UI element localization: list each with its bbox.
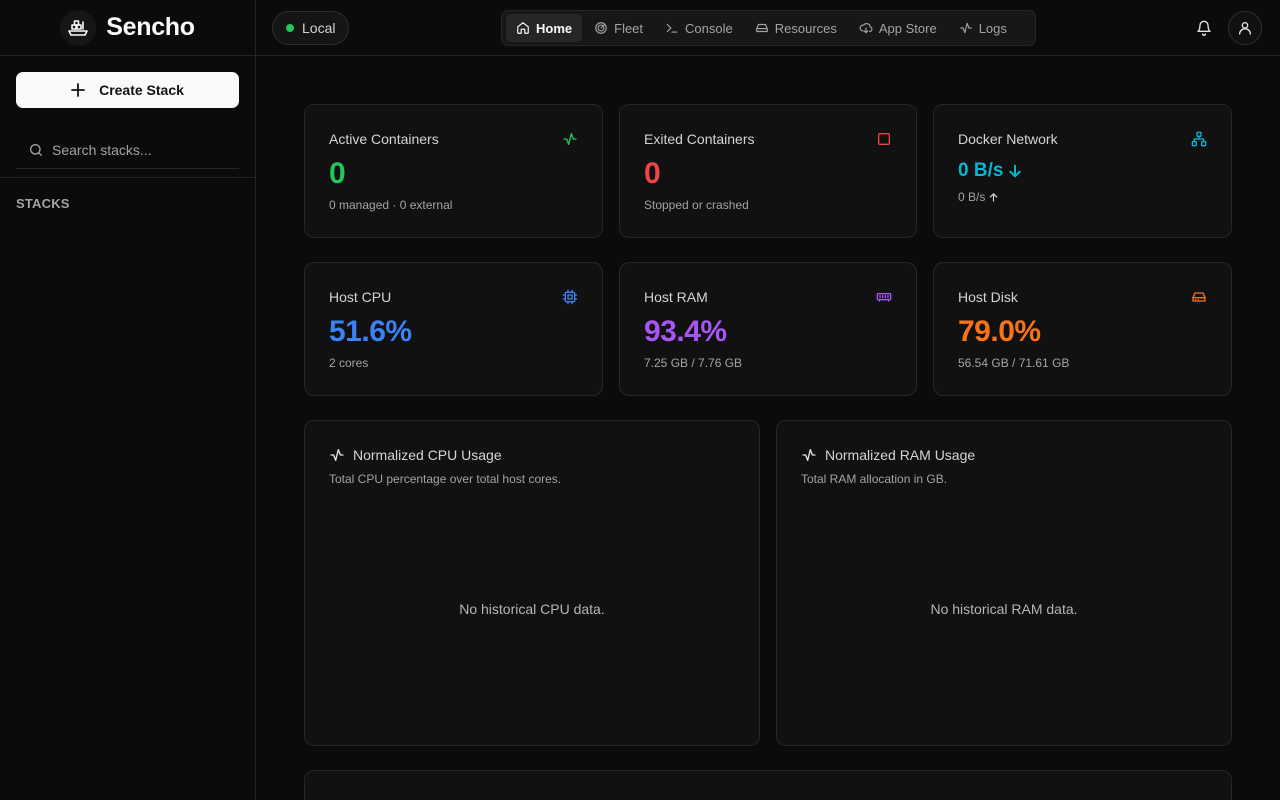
search-icon [30, 143, 42, 156]
boat-logo-icon [60, 9, 97, 46]
home-icon [517, 22, 529, 34]
arrow-down-icon [1009, 164, 1022, 178]
exited-containers-value: 0 [644, 157, 661, 190]
terminal-icon [666, 23, 678, 33]
user-icon [1239, 22, 1251, 35]
activity-icon [563, 133, 577, 145]
docker-network-card: Docker Network 0 B/s 0 B/s [933, 104, 1232, 238]
main-nav: Home Fleet Console Resources App Store L… [501, 10, 1036, 46]
nav-resources[interactable]: Resources [745, 14, 847, 42]
cpu-icon [562, 289, 578, 305]
host-ram-label: Host RAM [644, 289, 708, 305]
nav-fleet[interactable]: Fleet [584, 14, 653, 42]
ram-usage-chart-card: Normalized RAM Usage Total RAM allocatio… [776, 420, 1232, 746]
hard-drive-icon [755, 23, 768, 33]
exited-containers-card: Exited Containers 0 Stopped or crashed [619, 104, 917, 238]
create-stack-label: Create Stack [99, 82, 184, 98]
cpu-chart-description: Total CPU percentage over total host cor… [329, 472, 562, 486]
sidebar: Sencho Create Stack STACKS [0, 0, 256, 800]
host-cpu-card: Host CPU 51.6% 2 cores [304, 262, 603, 396]
activity-icon [330, 449, 344, 461]
exited-containers-sub: Stopped or crashed [644, 198, 749, 212]
exited-containers-label: Exited Containers [644, 131, 755, 147]
nav-home[interactable]: Home [506, 14, 583, 42]
network-icon [1191, 131, 1207, 147]
create-stack-button[interactable]: Create Stack [16, 72, 239, 108]
bell-icon [1197, 20, 1211, 36]
cpu-usage-chart-card: Normalized CPU Usage Total CPU percentag… [304, 420, 760, 746]
node-label: Local [302, 20, 336, 36]
active-containers-sub: 0 managed · 0 external [329, 198, 453, 212]
stacks-section-label: STACKS [16, 196, 70, 211]
host-disk-label: Host Disk [958, 289, 1018, 305]
network-up-value: 0 B/s [958, 190, 986, 204]
nav-logs-label: Logs [978, 20, 1007, 36]
nav-console-label: Console [685, 20, 733, 36]
network-down-value: 0 B/s [958, 160, 1004, 181]
bottom-card [304, 770, 1232, 800]
sidebar-divider [0, 177, 255, 178]
cpu-chart-empty-state: No historical CPU data. [459, 601, 605, 617]
topbar: Local Home Fleet Console Resources App S… [256, 0, 1280, 56]
host-cpu-value: 51.6% [329, 315, 412, 348]
host-ram-value: 93.4% [644, 315, 727, 348]
plus-icon [71, 83, 85, 97]
brand-name: Sencho [106, 13, 195, 41]
nav-app-store-label: App Store [878, 20, 937, 36]
activity-icon [959, 22, 972, 34]
network-down-rate: 0 B/s [958, 160, 1023, 182]
docker-network-label: Docker Network [958, 131, 1058, 147]
user-menu-button[interactable] [1228, 11, 1262, 45]
cpu-chart-title: Normalized CPU Usage [329, 447, 502, 463]
nav-app-store[interactable]: App Store [849, 14, 947, 42]
memory-stick-icon [876, 293, 892, 302]
node-selector[interactable]: Local [272, 11, 349, 45]
arrow-up-icon [990, 192, 998, 202]
cpu-chart-title-text: Normalized CPU Usage [353, 447, 502, 463]
square-icon [878, 133, 890, 145]
radar-icon [595, 22, 607, 34]
active-containers-card: Active Containers 0 0 managed · 0 extern… [304, 104, 603, 238]
ram-chart-empty-state: No historical RAM data. [930, 601, 1078, 617]
search-input[interactable] [52, 141, 232, 158]
host-cpu-label: Host CPU [329, 289, 392, 305]
ram-chart-title-text: Normalized RAM Usage [825, 447, 976, 463]
active-containers-label: Active Containers [329, 131, 439, 147]
network-up-rate: 0 B/s [958, 190, 999, 204]
active-containers-value: 0 [329, 157, 346, 190]
cloud-download-icon [859, 23, 873, 34]
ram-chart-description: Total RAM allocation in GB. [801, 472, 948, 486]
nav-home-label: Home [536, 20, 573, 36]
host-ram-card: Host RAM 93.4% 7.25 GB / 7.76 GB [619, 262, 917, 396]
stack-search [16, 131, 239, 169]
nav-console[interactable]: Console [655, 14, 743, 42]
host-ram-sub: 7.25 GB / 7.76 GB [644, 356, 743, 370]
node-status-dot [286, 24, 294, 32]
nav-fleet-label: Fleet [614, 20, 644, 36]
hard-drive-icon [1192, 292, 1206, 302]
notifications-button[interactable] [1187, 11, 1221, 45]
host-disk-sub: 56.54 GB / 71.61 GB [958, 356, 1070, 370]
nav-resources-label: Resources [774, 20, 837, 36]
host-disk-card: Host Disk 79.0% 56.54 GB / 71.61 GB [933, 262, 1232, 396]
host-disk-value: 79.0% [958, 315, 1041, 348]
nav-logs[interactable]: Logs [949, 14, 1017, 42]
activity-icon [802, 449, 816, 461]
brand[interactable]: Sencho [0, 0, 255, 56]
host-cpu-sub: 2 cores [329, 356, 369, 370]
ram-chart-title: Normalized RAM Usage [801, 447, 975, 463]
